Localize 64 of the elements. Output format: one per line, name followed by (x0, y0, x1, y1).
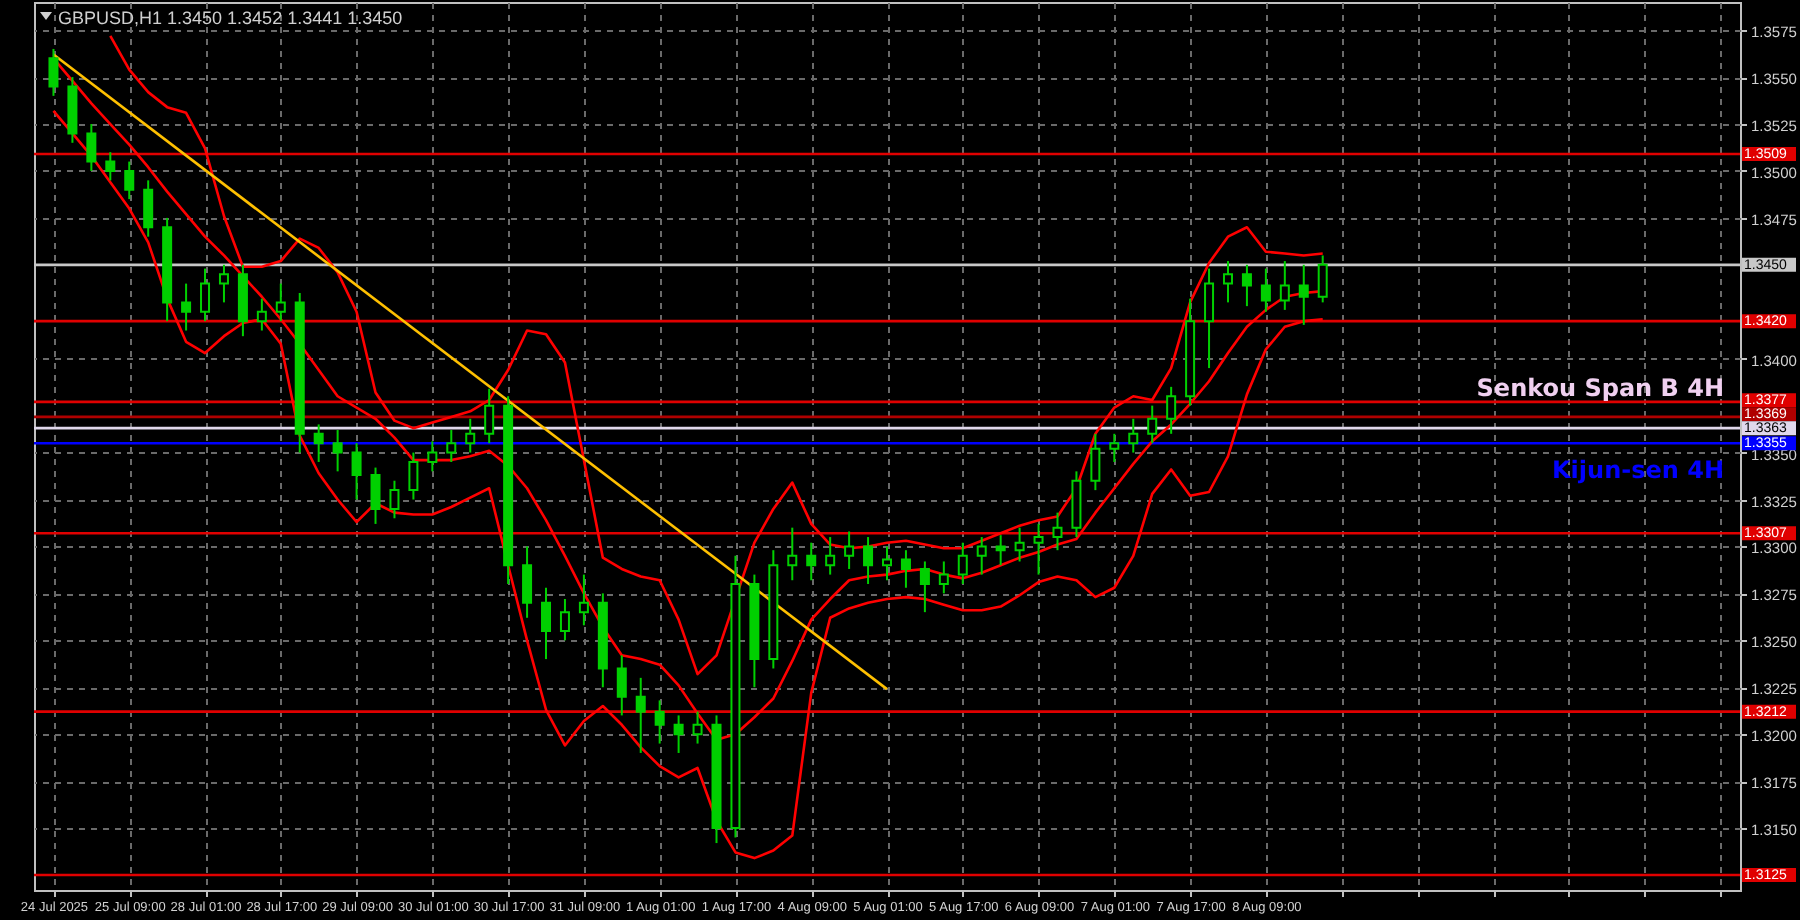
candlestick (237, 263, 248, 338)
candlestick (806, 541, 817, 582)
line-series (109, 34, 1325, 676)
chart-title: GBPUSD,H1 1.3450 1.3452 1.3441 1.3450 (58, 8, 403, 28)
annotation: Senkou Span B 4H (1476, 374, 1724, 402)
candlestick (919, 560, 930, 614)
candlestick (1071, 470, 1082, 539)
candlestick (218, 263, 229, 304)
candlestick (1222, 260, 1233, 304)
candlestick (1317, 254, 1328, 304)
candlestick (1204, 267, 1215, 370)
candlestick (578, 573, 589, 627)
candlestick (275, 282, 286, 323)
candlestick (844, 530, 855, 570)
candlestick (559, 598, 570, 642)
candlestick (484, 387, 495, 445)
candlestick (389, 479, 400, 520)
candlestick (370, 466, 381, 525)
candlestick (1128, 417, 1139, 454)
candlestick (787, 526, 798, 582)
candlestick (654, 699, 665, 745)
candlestick (1166, 385, 1177, 435)
candlestick (1014, 526, 1025, 563)
candlestick (863, 536, 874, 585)
candlestick (48, 47, 59, 97)
candlestick (427, 440, 438, 473)
candlestick (957, 541, 968, 585)
candlestick (1090, 432, 1101, 492)
candlestick (143, 179, 154, 238)
candlestick (1279, 260, 1290, 311)
candlestick (635, 676, 646, 754)
candlestick (446, 429, 457, 463)
candlestick (86, 123, 97, 172)
candlestick (825, 536, 836, 576)
candlestick (465, 417, 476, 454)
candlestick (408, 451, 419, 501)
candlestick (900, 549, 911, 589)
candlestick (522, 545, 533, 619)
candlestick (882, 545, 892, 582)
candlestick (124, 160, 135, 201)
candlestick (938, 560, 949, 595)
candlestick (332, 429, 343, 473)
candlestick (541, 586, 552, 661)
candlestick (67, 76, 78, 144)
candlestick (1241, 263, 1252, 308)
candlestick (673, 714, 684, 754)
candlestick (1052, 511, 1063, 552)
candlestick (256, 297, 267, 332)
candlestick (976, 536, 987, 576)
candlestick (1033, 522, 1044, 576)
candlestick (351, 442, 362, 501)
annotation: Kijun-sen 4H (1552, 456, 1724, 484)
candlestick (995, 534, 1006, 567)
candlestick (200, 267, 211, 323)
line-series (52, 109, 1325, 860)
candlestick (105, 151, 116, 182)
candlestick (616, 654, 627, 717)
candlestick (1298, 263, 1309, 326)
candlestick (692, 710, 703, 745)
candlestick (1147, 404, 1158, 445)
candlestick (181, 282, 192, 332)
candlestick (1260, 267, 1271, 313)
candlestick (313, 423, 324, 463)
candlestick (1109, 432, 1120, 463)
